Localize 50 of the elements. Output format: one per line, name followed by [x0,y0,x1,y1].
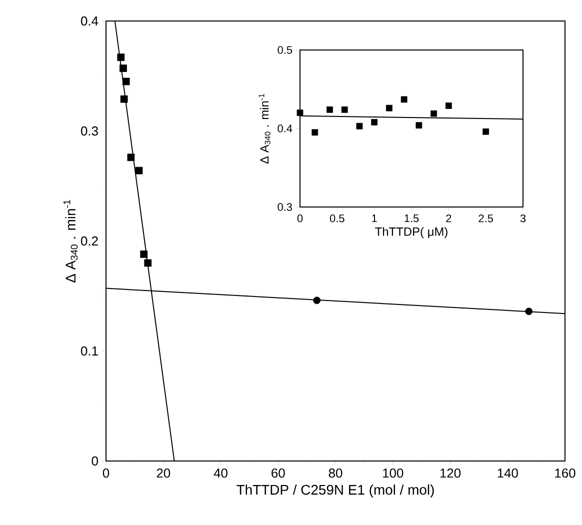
y-tick-label: 0.1 [81,346,98,356]
y-tick-label: 0.3 [278,203,292,211]
point [144,259,152,267]
x-axis-title: ThTTDP( μM) [375,227,448,238]
point [120,95,128,103]
point [400,96,408,103]
x-tick-label: 60 [272,468,285,478]
y-tick-label: 0 [92,456,98,466]
point [140,250,148,258]
point [296,110,304,116]
point [120,64,127,72]
y-tick-label: 0.3 [81,126,98,136]
point [525,308,533,316]
x-tick-label: 2.5 [478,214,493,222]
x-tick-label: 1.5 [404,214,419,222]
x-tick-label: 160 [555,468,576,478]
y-tick-label: 0.5 [278,46,292,54]
y-axis-title: Δ A$_{340}$ . min$^{-1}$ [63,200,78,282]
x-tick-label: 0 [102,468,110,478]
point [416,122,422,129]
point [445,102,452,109]
y-tick-label: 0.2 [81,236,98,246]
x-tick-label: 120 [440,468,461,478]
point [312,129,318,136]
point [341,106,348,113]
point [326,106,333,113]
x-tick-label: 140 [498,468,518,478]
x-tick-label: 100 [383,468,404,478]
x-tick-label: 0 [297,214,303,222]
point [127,154,135,162]
x-axis-title: ThTTDP / C259N E1 (mol / mol) [236,484,434,498]
point [371,119,378,126]
x-tick-label: 40 [214,468,228,478]
point [313,296,321,304]
x-tick-label: 3 [520,214,526,222]
y-tick-label: 0.4 [278,124,292,132]
point [356,122,363,130]
y-axis-title: Δ A$_{340}$ . min$^{-1}$ [258,94,270,164]
x-tick-label: 1 [372,214,377,222]
point [122,78,130,86]
point [430,110,437,117]
y-tick-label: 0.4 [81,16,98,26]
point [135,166,143,174]
point [386,104,392,112]
x-tick-label: 20 [156,468,170,478]
x-tick-label: 0.5 [330,214,344,222]
x-tick-label: 80 [328,468,342,478]
x-tick-label: 2 [446,214,452,222]
point [117,54,125,61]
point [482,128,490,135]
